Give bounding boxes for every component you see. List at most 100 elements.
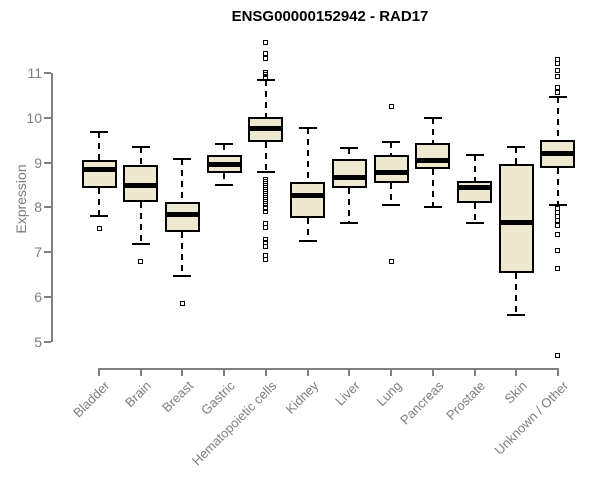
whisker-lower-line xyxy=(390,183,393,205)
whisker-lower-line xyxy=(515,273,518,316)
outlier-point xyxy=(555,60,561,66)
median-line xyxy=(498,220,534,226)
outlier-point xyxy=(96,225,102,231)
whisker-upper-cap xyxy=(382,141,401,144)
y-tick-label: 7 xyxy=(34,244,42,261)
y-axis-tick xyxy=(44,116,51,119)
box-rect xyxy=(415,142,451,169)
whisker-lower-cap xyxy=(423,205,442,208)
box-rect xyxy=(331,159,367,189)
whisker-lower-line xyxy=(139,202,142,245)
box-rect xyxy=(164,202,200,232)
x-axis-tick xyxy=(515,369,518,376)
x-category-label: Prostate xyxy=(443,378,489,423)
x-axis-tick xyxy=(181,369,184,376)
whisker-lower-line xyxy=(473,202,476,223)
x-axis-tick xyxy=(139,369,142,376)
x-category-label: Gastric xyxy=(198,378,238,418)
whisker-upper-line xyxy=(556,97,559,141)
x-axis-tick xyxy=(348,369,351,376)
whisker-upper-line xyxy=(390,142,393,156)
whisker-upper-line xyxy=(431,117,434,143)
median-line xyxy=(331,175,367,181)
x-axis-tick xyxy=(98,369,100,376)
outlier-point xyxy=(555,68,561,74)
whisker-lower-cap xyxy=(90,214,108,217)
y-axis-tick xyxy=(44,340,51,343)
whisker-lower-line xyxy=(348,188,351,224)
whisker-lower-cap xyxy=(173,275,192,278)
x-category-label: Breast xyxy=(158,378,197,416)
outlier-point xyxy=(555,231,561,237)
x-category-label: Kidney xyxy=(282,378,322,417)
x-category-label: Bladder xyxy=(70,378,113,421)
median-line xyxy=(81,167,117,173)
outlier-point xyxy=(555,247,561,253)
outlier-point xyxy=(263,71,269,77)
x-axis-tick xyxy=(556,369,559,376)
x-category-label: Unknown / Other xyxy=(492,378,572,458)
whisker-lower-cap xyxy=(382,203,401,206)
x-category-label: Brain xyxy=(122,378,155,411)
x-category-label: Skin xyxy=(501,378,530,407)
y-axis-line xyxy=(51,73,53,342)
whisker-lower-line xyxy=(181,231,184,277)
whisker-upper-line xyxy=(306,128,309,182)
median-line xyxy=(206,162,242,168)
median-line xyxy=(123,183,159,189)
x-category-label: Lung xyxy=(373,378,405,410)
outlier-point xyxy=(263,205,269,211)
y-axis-tick xyxy=(44,161,51,164)
whisker-lower-cap xyxy=(256,170,275,173)
whisker-lower-cap xyxy=(215,184,234,187)
y-tick-label: 11 xyxy=(27,65,42,81)
whisker-upper-cap xyxy=(256,78,275,81)
whisker-upper-cap xyxy=(548,96,567,99)
whisker-lower-cap xyxy=(548,203,567,206)
whisker-lower-line xyxy=(556,168,559,205)
x-axis-tick xyxy=(431,369,434,376)
whisker-upper-line xyxy=(98,131,100,160)
outlier-point xyxy=(555,84,561,90)
whisker-lower-line xyxy=(223,172,226,186)
whisker-lower-line xyxy=(306,217,309,242)
whisker-lower-cap xyxy=(131,243,150,246)
whisker-upper-line xyxy=(515,146,518,164)
outlier-point xyxy=(555,265,561,271)
y-tick-label: 8 xyxy=(34,199,42,216)
whisker-lower-cap xyxy=(298,240,317,243)
whisker-upper-cap xyxy=(465,154,484,157)
outlier-point xyxy=(263,39,269,45)
outlier-point xyxy=(555,73,561,79)
outlier-point xyxy=(263,252,269,258)
median-line xyxy=(373,170,409,176)
median-line xyxy=(540,150,576,156)
whisker-upper-cap xyxy=(131,145,150,148)
x-axis-tick xyxy=(306,369,309,376)
box-rect xyxy=(373,155,409,184)
outlier-point xyxy=(263,74,269,80)
median-line xyxy=(290,192,326,198)
outlier-point xyxy=(388,104,394,110)
median-line xyxy=(415,158,451,164)
box-rect xyxy=(290,181,326,218)
whisker-upper-cap xyxy=(423,116,442,119)
outlier-point xyxy=(263,51,269,57)
x-axis-line xyxy=(98,368,559,370)
x-axis-tick xyxy=(390,369,393,376)
y-axis-tick xyxy=(44,206,51,209)
y-tick-label: 6 xyxy=(34,289,42,306)
x-category-label: Pancreas xyxy=(396,378,447,428)
x-axis-tick xyxy=(473,369,476,376)
whisker-lower-line xyxy=(98,188,100,216)
y-axis-tick xyxy=(44,72,51,74)
outlier-point xyxy=(263,244,269,249)
whisker-upper-cap xyxy=(90,130,108,133)
outlier-point xyxy=(555,89,561,95)
outlier-point xyxy=(263,237,269,243)
y-axis-tick xyxy=(44,251,51,254)
y-axis-tick xyxy=(44,296,51,299)
whisker-upper-cap xyxy=(298,127,317,130)
whisker-lower-line xyxy=(264,142,267,172)
